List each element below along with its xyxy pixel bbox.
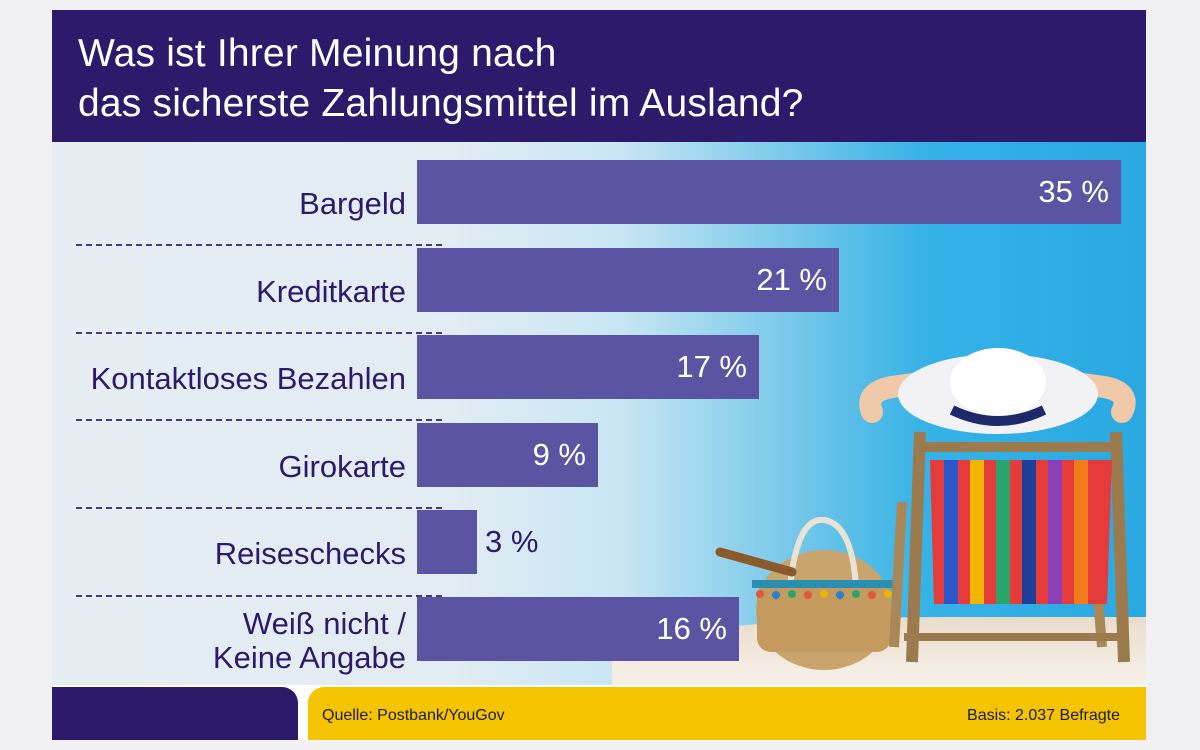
bar-girokarte bbox=[417, 423, 598, 487]
bar-kreditkarte bbox=[417, 248, 839, 312]
category-label-line-1: Weiß nicht / bbox=[242, 606, 406, 641]
bar-reiseschecks bbox=[417, 510, 477, 574]
category-label: Reiseschecks bbox=[214, 536, 406, 571]
bar-weiß-nicht-keine-angabe bbox=[417, 597, 739, 661]
person-illustration bbox=[859, 348, 1136, 434]
beach-scene-illustration bbox=[715, 348, 1136, 670]
value-label: 17 % bbox=[676, 349, 747, 384]
chart-title-line-1: Was ist Ihrer Meinung nach bbox=[78, 32, 557, 75]
value-label: 21 % bbox=[756, 262, 827, 297]
footer-bar bbox=[308, 687, 1146, 740]
chart-area: Bargeld Kreditkarte Kontaktloses Bezahle… bbox=[52, 142, 1146, 685]
row-divider bbox=[76, 507, 442, 509]
category-label-line-2: Keine Angabe bbox=[212, 640, 406, 675]
value-label: 16 % bbox=[656, 611, 727, 646]
bar-kontaktloses-bezahlen bbox=[417, 335, 759, 399]
category-label: Kontaktloses Bezahlen bbox=[90, 361, 406, 396]
row-divider bbox=[76, 244, 442, 246]
deck-chair-illustration bbox=[889, 431, 1130, 663]
category-label: Kreditkarte bbox=[256, 274, 406, 309]
sample-base-note: Basis: 2.037 Befragte bbox=[967, 707, 1120, 724]
row-divider bbox=[76, 332, 442, 334]
category-label: Girokarte bbox=[278, 449, 406, 484]
infographic-card: Was ist Ihrer Meinung nach das sicherste… bbox=[52, 10, 1146, 740]
basket-illustration bbox=[715, 516, 894, 670]
footer-accent-block bbox=[52, 687, 298, 740]
category-label: Weiß nicht / Keine Angabe bbox=[213, 607, 406, 675]
chart-title-line-2: das sicherste Zahlungsmittel im Ausland? bbox=[78, 82, 804, 125]
value-label: 9 % bbox=[532, 437, 586, 472]
category-label: Bargeld bbox=[299, 186, 406, 221]
title-banner: Was ist Ihrer Meinung nach das sicherste… bbox=[52, 10, 1146, 142]
bar-bargeld bbox=[417, 160, 1121, 224]
row-divider bbox=[76, 419, 442, 421]
value-label: 35 % bbox=[1038, 174, 1109, 209]
source-note: Quelle: Postbank/YouGov bbox=[322, 707, 505, 724]
value-label: 3 % bbox=[485, 524, 539, 559]
row-divider bbox=[76, 595, 442, 597]
